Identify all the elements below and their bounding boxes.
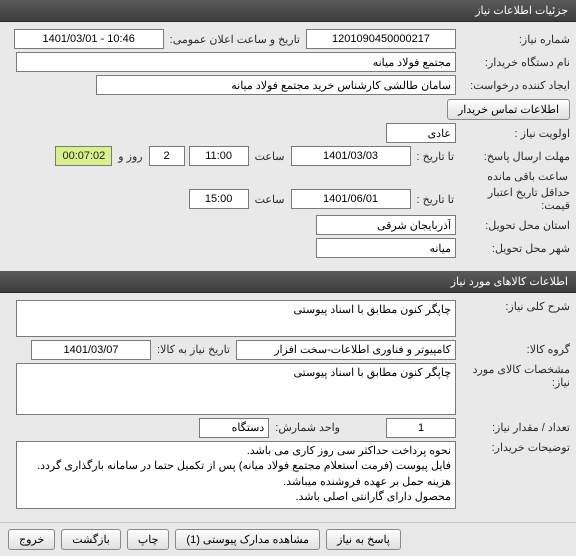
exit-button[interactable]: خروج <box>8 529 55 550</box>
announce-field <box>14 29 164 49</box>
price-time-label: ساعت <box>253 193 287 206</box>
qty-field <box>386 418 456 438</box>
group-field <box>236 340 456 360</box>
back-button[interactable]: بازگشت <box>61 529 121 550</box>
creator-label: ایجاد کننده درخواست: <box>460 79 570 92</box>
group-label: گروه کالا: <box>460 343 570 356</box>
need-details-body: شماره نیاز: تاریخ و ساعت اعلان عمومی: نا… <box>0 22 576 271</box>
priority-label: اولویت نیاز : <box>460 127 570 140</box>
need-no-field <box>306 29 456 49</box>
desc-field <box>16 300 456 337</box>
goods-body: شرح کلی نیاز: گروه کالا: تاریخ نیاز به ک… <box>0 293 576 522</box>
buyer-field <box>16 52 456 72</box>
price-valid-label: حداقل تاریخ اعتبار قیمت: <box>460 186 570 212</box>
reply-button[interactable]: پاسخ به نیاز <box>326 529 401 550</box>
notes-field <box>16 441 456 509</box>
creator-field <box>96 75 456 95</box>
deadline-date-field <box>291 146 411 166</box>
need-date-field <box>31 340 151 360</box>
need-details-header: جزئیات اطلاعات نیاز <box>0 0 576 22</box>
qty-label: تعداد / مقدار نیاز: <box>460 421 570 434</box>
to-date-label: تا تاریخ : <box>415 150 456 163</box>
countdown-field: 00:07:02 <box>55 146 112 166</box>
price-to-date-label: تا تاریخ : <box>415 193 456 206</box>
goods-header: اطلاعات کالاهای مورد نیاز <box>0 271 576 293</box>
spec-field <box>16 363 456 415</box>
province-field <box>316 215 456 235</box>
price-date-field <box>291 189 411 209</box>
days-remaining-field <box>149 146 185 166</box>
buyer-label: نام دستگاه خریدار: <box>460 56 570 69</box>
announce-label: تاریخ و ساعت اعلان عمومی: <box>168 33 302 46</box>
unit-label: واحد شمارش: <box>273 421 342 434</box>
attachments-button[interactable]: مشاهده مدارک پیوستی (1) <box>175 529 320 550</box>
deadline-time-label: ساعت <box>253 150 287 163</box>
remaining-label: ساعت باقی مانده <box>485 170 570 183</box>
desc-label: شرح کلی نیاز: <box>460 300 570 313</box>
action-bar: پاسخ به نیاز مشاهده مدارک پیوستی (1) چاپ… <box>0 522 576 556</box>
notes-label: توضیحات خریدار: <box>460 441 570 454</box>
city-label: شهر محل تحویل: <box>460 242 570 255</box>
deadline-label: مهلت ارسال پاسخ: <box>460 150 570 163</box>
spec-label: مشخصات کالای مورد نیاز: <box>460 363 570 389</box>
buyer-contact-button[interactable]: اطلاعات تماس خریدار <box>447 99 570 120</box>
days-and-label: روز و <box>116 150 144 163</box>
city-field <box>316 238 456 258</box>
deadline-time-field <box>189 146 249 166</box>
print-button[interactable]: چاپ <box>127 529 170 550</box>
need-no-label: شماره نیاز: <box>460 33 570 46</box>
unit-field <box>199 418 269 438</box>
priority-field <box>386 123 456 143</box>
price-time-field <box>189 189 249 209</box>
province-label: استان محل تحویل: <box>460 219 570 232</box>
need-date-label: تاریخ نیاز به کالا: <box>155 343 232 356</box>
